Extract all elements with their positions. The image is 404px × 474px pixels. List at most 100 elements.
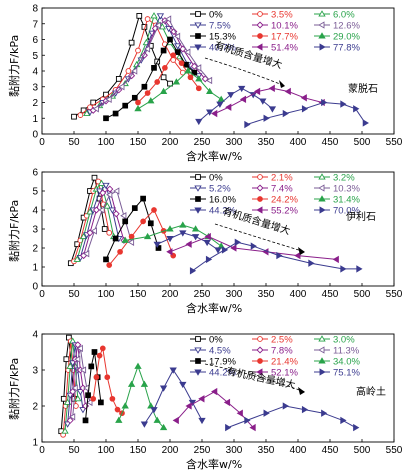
y-axis-label: 黏附力F/kPa [7,358,21,420]
y-axis-label: 黏附力F/kPa [7,200,21,262]
data-point [332,255,339,264]
data-point [115,416,123,423]
legend-item: 17.9% [190,356,236,367]
data-point [204,232,211,241]
data-point [109,395,116,402]
x-axis-label: 含水率w/% [186,149,242,163]
legend-marker [194,369,202,376]
data-point [127,380,136,387]
data-point [147,402,155,409]
legend-label: 31.4% [333,194,360,205]
legend-label: 17.7% [271,31,298,42]
data-point [221,246,229,254]
legend-item: 7.4% [252,183,293,194]
legend-marker [257,11,263,17]
data-point [147,220,154,227]
x-tick-label: 50 [68,137,80,148]
axis-ticks: 0 50 100 150 200 250 300 350 400 450 500 550 1 2 3 4 [32,330,402,457]
legend-marker [318,32,326,39]
x-tick-label: 450 [322,137,339,148]
legend-label: 3.2% [333,172,355,183]
data-point [108,207,117,214]
data-point [162,64,168,71]
x-tick-label: 50 [68,289,80,300]
legend-label: 0% [209,9,223,20]
data-point [189,267,197,275]
data-point [159,423,168,431]
y-tick-label: 1 [32,114,38,125]
legend-marker [257,174,263,180]
legend-item: 3.2% [314,172,355,183]
y-tick-label: 2 [32,98,38,109]
legend-item: 75.1% [314,367,360,378]
data-point [79,232,88,240]
annotation-arrow [204,363,306,393]
y-tick-label: 2 [32,244,38,255]
data-point [117,248,123,255]
data-point [223,398,231,407]
data-point [191,225,200,232]
data-point [214,247,222,254]
data-point [301,105,309,113]
data-point [86,208,94,215]
data-point [211,387,218,396]
data-point [170,28,178,36]
data-point [98,206,105,214]
legend-item: 44.2% [190,205,236,216]
data-point [282,109,289,118]
data-point [282,402,289,410]
data-point [144,16,151,22]
data-point [160,47,167,54]
data-point [206,109,214,116]
x-tick-label: 150 [130,445,147,456]
data-point [82,417,89,424]
legend-item: 51.4% [252,42,298,53]
x-tick-label: 350 [258,289,275,300]
data-point [99,189,107,197]
data-point [136,13,143,19]
data-point [71,384,78,392]
panel-illite: 0 50 100 150 200 250 300 350 400 450 500 550 0 1 2 3 4 5 6… [7,168,403,316]
panel-montmorillonite: 0 50 100 150 200 250 300 350 400 450 500 550 0 1 2 3 4 5 6… [7,4,403,164]
y-tick-label: 4 [32,330,38,341]
data-point [294,251,301,260]
data-point [122,218,129,225]
data-point [239,95,247,104]
data-point [249,423,256,432]
x-tick-label: 300 [226,289,243,300]
data-point [198,395,205,403]
data-point [88,363,95,370]
data-point [131,94,138,101]
legend-item: 70.0% [314,205,360,216]
legend-marker [195,196,201,202]
series-line [137,70,222,110]
data-point [106,185,114,193]
data-point [102,182,110,190]
data-point [101,226,108,232]
data-point [263,409,270,417]
legend-label: 10.1% [271,20,298,31]
legend-label: 70.0% [333,205,360,216]
data-point [60,395,67,402]
legend-item: 55.2% [252,205,298,216]
data-point [173,32,181,41]
data-point [154,21,161,29]
y-tick-label: 7 [32,19,38,30]
data-point [63,356,70,363]
legend-item: 0% [190,172,223,183]
data-point [167,80,173,87]
y-tick-label: 1 [32,438,38,449]
x-tick-label: 200 [162,289,179,300]
legend-marker [256,346,264,354]
legend-marker [318,195,326,202]
legend-marker [257,196,263,202]
data-point [114,406,121,413]
data-point [122,102,129,109]
data-point [69,360,77,367]
x-tick-label: 100 [98,289,115,300]
legend-item: 4.5% [190,345,231,356]
legend-marker [318,173,326,180]
legend-label: 2.5% [271,334,293,345]
x-tick-label: 100 [98,445,115,456]
